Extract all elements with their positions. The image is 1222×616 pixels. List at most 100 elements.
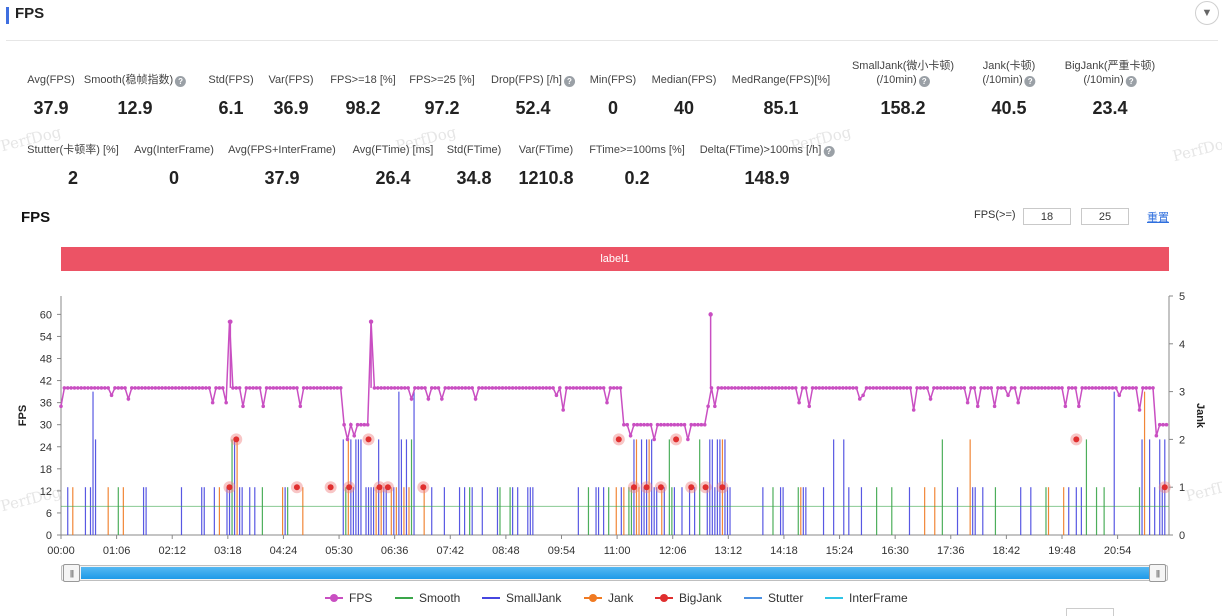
metric-label-unit: (/10min) xyxy=(982,74,1023,86)
y-axis-right-label: Jank xyxy=(1194,403,1206,429)
fps-point xyxy=(820,386,825,390)
fps-point xyxy=(790,386,795,390)
fps-threshold-input-2[interactable] xyxy=(1081,208,1129,225)
fps-point xyxy=(65,386,70,390)
fps-point xyxy=(628,433,633,438)
fps-point xyxy=(1100,386,1105,390)
fps-point xyxy=(187,386,191,390)
fps-point xyxy=(962,386,967,390)
x-tick-label: 05:30 xyxy=(325,545,353,557)
fps-point xyxy=(972,386,977,390)
metric-label-text: FTime>=100ms [%] xyxy=(589,144,685,156)
y-left-tick-label: 18 xyxy=(40,464,52,476)
legend-item-bigjank[interactable]: BigJank xyxy=(655,591,722,605)
fps-point xyxy=(669,422,673,427)
legend-item-smooth[interactable]: Smooth xyxy=(395,591,460,605)
fps-point xyxy=(460,386,464,390)
fps-point xyxy=(342,422,346,427)
fps-point xyxy=(1077,404,1081,409)
x-tick-label: 09:54 xyxy=(548,545,576,557)
fps-point xyxy=(938,386,943,390)
fps-point xyxy=(143,386,148,390)
fps-point xyxy=(150,386,154,390)
metric-label-text: FPS>=25 [%] xyxy=(409,74,475,86)
fps-point xyxy=(766,386,771,390)
collapse-button[interactable]: ▼ xyxy=(1195,1,1219,25)
label-band[interactable]: label1 xyxy=(61,247,1169,271)
help-icon[interactable]: ? xyxy=(918,76,930,87)
fps-threshold-input-1[interactable] xyxy=(1023,208,1071,225)
watermark: PerfDog xyxy=(1170,132,1222,166)
x-tick-label: 08:48 xyxy=(492,545,520,557)
fps-point xyxy=(359,422,363,427)
fps-point xyxy=(429,386,434,390)
fps-point xyxy=(305,386,309,390)
legend-item-smalljank[interactable]: SmallJank xyxy=(482,591,561,605)
legend-item-interframe[interactable]: InterFrame xyxy=(825,591,908,605)
y-left-tick-label: 36 xyxy=(40,398,52,410)
fps-point xyxy=(965,400,970,405)
fps-point xyxy=(82,386,87,390)
legend-swatch-icon xyxy=(825,591,843,605)
fps-point xyxy=(908,386,913,390)
legend-item-stutter[interactable]: Stutter xyxy=(744,591,803,605)
bigjank-marker xyxy=(688,484,695,491)
fps-point xyxy=(901,386,906,390)
slider-handle-right[interactable]: ||| xyxy=(1149,564,1166,582)
fps-point xyxy=(480,386,485,390)
fps-point xyxy=(814,386,818,390)
metric-label-text: Std(FPS) xyxy=(208,74,254,86)
fps-point xyxy=(635,422,640,427)
metric-label-text: Smooth(稳帧指数) xyxy=(83,74,174,86)
legend-label: Smooth xyxy=(419,591,461,605)
chevron-down-icon: ▼ xyxy=(1201,7,1213,19)
fps-point xyxy=(874,386,879,390)
legend-item-jank[interactable]: Jank xyxy=(584,591,633,605)
metric-label-text: Var(FTime) xyxy=(518,144,574,156)
fps-point xyxy=(1006,393,1010,398)
fps-point xyxy=(1013,386,1017,390)
metric-label-text: Avg(FTime) [ms] xyxy=(352,144,434,156)
x-tick-label: 13:12 xyxy=(715,545,743,557)
fps-point xyxy=(338,386,343,390)
legend-swatch-icon xyxy=(584,591,602,605)
help-icon[interactable]: ? xyxy=(563,76,575,87)
fps-point xyxy=(173,386,178,390)
fps-point xyxy=(311,386,316,390)
help-icon[interactable]: ? xyxy=(823,146,835,157)
fps-point xyxy=(493,386,498,390)
fps-point xyxy=(692,422,697,427)
fps-point xyxy=(827,386,832,390)
fps-point xyxy=(258,386,262,390)
fps-point xyxy=(986,386,990,390)
fps-point xyxy=(574,386,579,390)
fps-point xyxy=(753,386,758,390)
fps-point xyxy=(804,386,808,390)
fps-point xyxy=(851,386,855,390)
help-icon[interactable]: ? xyxy=(1125,76,1137,87)
fps-point xyxy=(1060,386,1064,390)
fps-point xyxy=(200,386,205,390)
legend-item-fps[interactable]: FPS xyxy=(325,591,372,605)
fps-point xyxy=(979,386,983,390)
help-icon[interactable]: ? xyxy=(1024,76,1036,87)
reset-link[interactable]: 重置 xyxy=(1147,212,1169,224)
y-axis-left-label: FPS xyxy=(17,405,29,426)
metric-label: Var(FPS) xyxy=(268,73,313,87)
metric-label: Drop(FPS) [/h]? xyxy=(491,73,575,87)
legend-swatch-icon xyxy=(325,591,343,605)
x-tick-label: 01:06 xyxy=(103,545,131,557)
fps-point xyxy=(895,386,899,390)
fps-point xyxy=(261,404,266,409)
x-tick-label: 04:24 xyxy=(270,545,298,557)
slider-handle-left[interactable]: ||| xyxy=(63,564,80,582)
fps-point xyxy=(463,386,468,390)
fps-point xyxy=(1104,386,1108,390)
help-icon[interactable]: ? xyxy=(175,76,187,87)
time-range-selection[interactable] xyxy=(81,567,1149,579)
bigjank-marker xyxy=(1073,436,1080,443)
fps-point xyxy=(419,386,424,390)
metric-value: 36.9 xyxy=(273,98,309,118)
fps-point xyxy=(558,386,562,390)
